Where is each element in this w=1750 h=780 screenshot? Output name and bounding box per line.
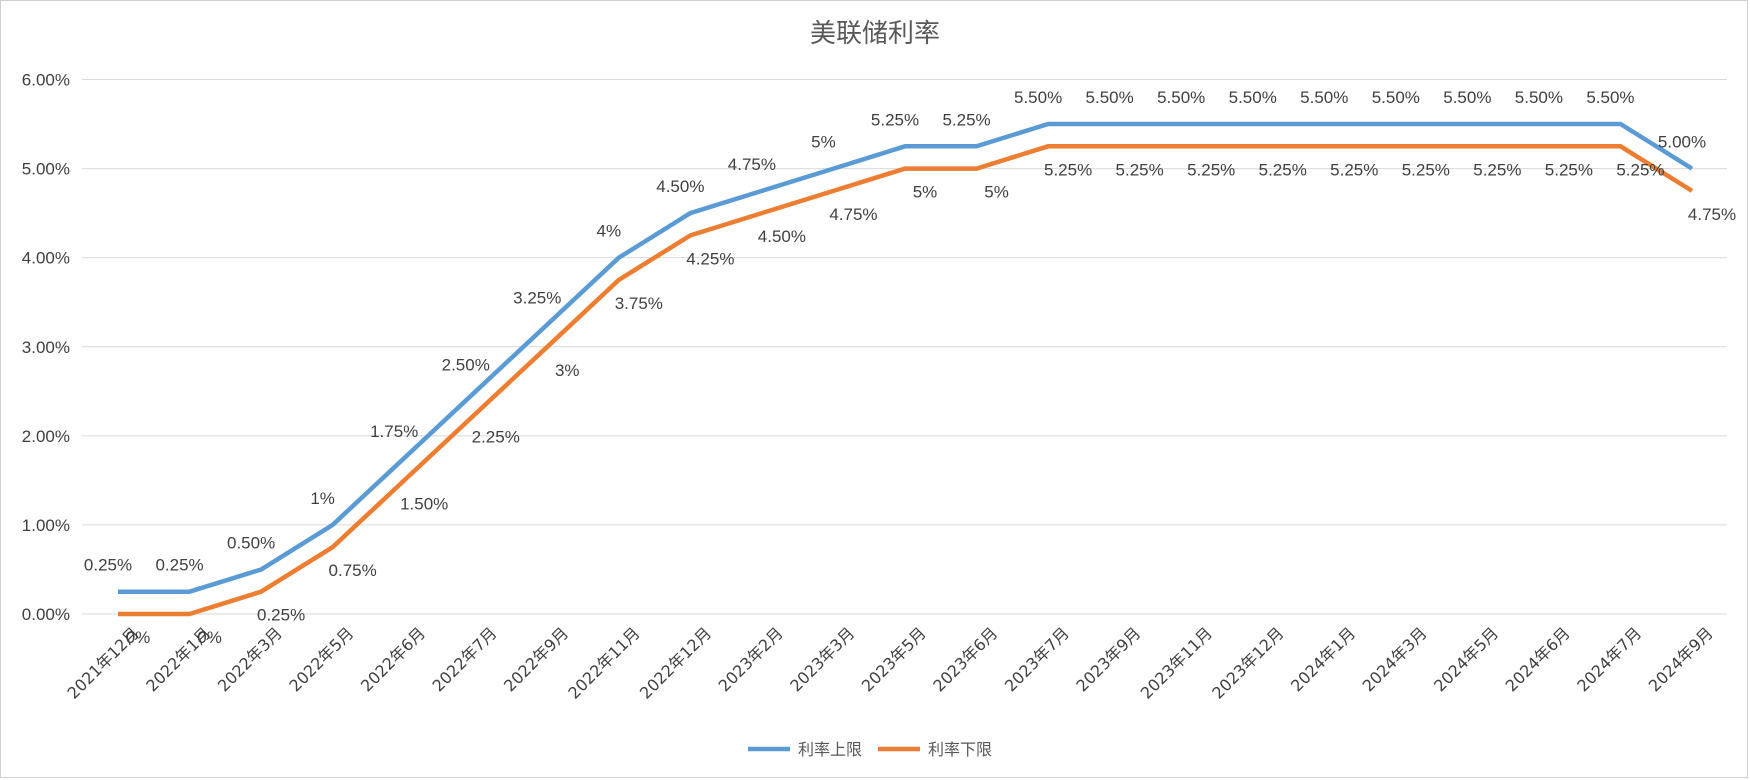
y-tick-label: 3.00%	[22, 338, 70, 357]
x-tick-label: 2022年11月	[564, 623, 643, 702]
lower-data-label: 5%	[913, 183, 938, 202]
x-tick-label: 2022年5月	[285, 623, 357, 695]
lower-data-label: 0%	[197, 628, 222, 647]
lower-data-label: 5.25%	[1044, 160, 1092, 179]
data-labels: 0.25% 0.25% 0.50% 1% 1.75% 2.50% 3.25% 4% 4.50% 4…	[84, 88, 1736, 647]
upper-data-label: 3.25%	[513, 288, 561, 307]
upper-data-label: 5.50%	[1229, 88, 1277, 107]
legend-label-2: 利率下限	[928, 740, 992, 759]
upper-data-label: 4.75%	[728, 155, 776, 174]
lower-data-label: 1.50%	[400, 494, 448, 513]
upper-data-label: 0.50%	[227, 533, 275, 552]
x-tick-label: 2023年11月	[1137, 623, 1216, 702]
x-tick-label: 2023年12月	[1208, 623, 1287, 702]
upper-data-label: 2.50%	[442, 355, 490, 374]
lower-data-label: 3.75%	[615, 294, 663, 313]
lower-data-label: 5.25%	[1259, 160, 1307, 179]
upper-data-label: 0.25%	[155, 556, 203, 575]
upper-data-label: 5.50%	[1586, 88, 1634, 107]
series-line-2	[118, 144, 1694, 617]
x-tick-label: 2023年7月	[1001, 623, 1073, 695]
upper-data-label: 5.25%	[871, 110, 919, 129]
y-tick-label: 0.00%	[22, 605, 70, 624]
lower-data-label: 5.25%	[1187, 160, 1235, 179]
y-tick-label: 5.00%	[22, 160, 70, 179]
lower-data-label: 5.25%	[1116, 160, 1164, 179]
x-tick-label: 2023年5月	[858, 623, 930, 695]
upper-data-label: 5.50%	[1014, 88, 1062, 107]
x-tick-label: 2022年7月	[428, 623, 500, 695]
lower-data-label: 5.25%	[1545, 160, 1593, 179]
lower-data-label: 0%	[126, 628, 151, 647]
x-tick-label: 2022年3月	[214, 623, 286, 695]
x-tick-label: 2024年3月	[1359, 623, 1431, 695]
x-tick-label: 2023年2月	[715, 623, 787, 695]
x-tick-label: 2022年6月	[357, 623, 429, 695]
upper-data-label: 4.50%	[656, 177, 704, 196]
upper-data-label: 5.00%	[1658, 133, 1706, 152]
upper-data-label: 5%	[811, 133, 836, 152]
y-tick-label: 6.00%	[22, 71, 70, 90]
lower-data-label: 4.75%	[829, 205, 877, 224]
x-tick-label: 2024年5月	[1430, 623, 1502, 695]
upper-data-label: 5.50%	[1157, 88, 1205, 107]
y-tick-label: 2.00%	[22, 427, 70, 446]
upper-data-label: 5.50%	[1443, 88, 1491, 107]
lower-data-label: 0.25%	[257, 606, 305, 625]
lower-data-label: 0.75%	[329, 561, 377, 580]
x-tick-label: 2022年9月	[500, 623, 572, 695]
upper-data-label: 0.25%	[84, 556, 132, 575]
x-tick-label: 2022年12月	[636, 623, 715, 702]
upper-data-label: 5.50%	[1086, 88, 1134, 107]
legend: 利率上限 利率下限	[748, 740, 992, 759]
lower-data-label: 5.25%	[1473, 160, 1521, 179]
x-tick-label: 2024年6月	[1502, 623, 1574, 695]
legend-label-1: 利率上限	[798, 740, 862, 759]
lower-data-label: 5.25%	[1616, 160, 1664, 179]
upper-data-label: 5.25%	[942, 110, 990, 129]
x-tick-label: 2023年9月	[1072, 623, 1144, 695]
lower-data-label: 5.25%	[1330, 160, 1378, 179]
x-tick-label: 2024年9月	[1645, 623, 1717, 695]
y-tick-label: 4.00%	[22, 249, 70, 268]
upper-data-label: 1.75%	[370, 422, 418, 441]
x-tick-label: 2023年6月	[929, 623, 1001, 695]
y-axis-ticks: 0.00% 1.00% 2.00% 3.00% 4.00% 5.00% 6.00%	[22, 71, 70, 625]
lower-data-label: 4.75%	[1688, 205, 1736, 224]
upper-data-label: 1%	[310, 489, 335, 508]
series-lines	[118, 121, 1694, 617]
x-tick-label: 2024年7月	[1573, 623, 1645, 695]
x-axis-ticks: 2021年12月 2022年1月 2022年3月 2022年5月 2022年6月 2022…	[64, 623, 1717, 702]
lower-data-label: 2.25%	[472, 428, 520, 447]
lower-data-label: 5%	[984, 183, 1009, 202]
upper-data-label: 5.50%	[1515, 88, 1563, 107]
x-tick-label: 2023年3月	[786, 623, 858, 695]
upper-data-label: 5.50%	[1300, 88, 1348, 107]
upper-data-label: 4%	[597, 222, 622, 241]
chart-title: 美联储利率	[810, 19, 940, 49]
upper-data-label: 5.50%	[1372, 88, 1420, 107]
lower-data-label: 3%	[555, 361, 580, 380]
series-line-1	[118, 121, 1694, 594]
lower-data-label: 4.25%	[686, 249, 734, 268]
x-tick-label: 2024年1月	[1287, 623, 1359, 695]
y-tick-label: 1.00%	[22, 516, 70, 535]
lower-data-label: 5.25%	[1402, 160, 1450, 179]
lower-data-label: 4.50%	[758, 227, 806, 246]
